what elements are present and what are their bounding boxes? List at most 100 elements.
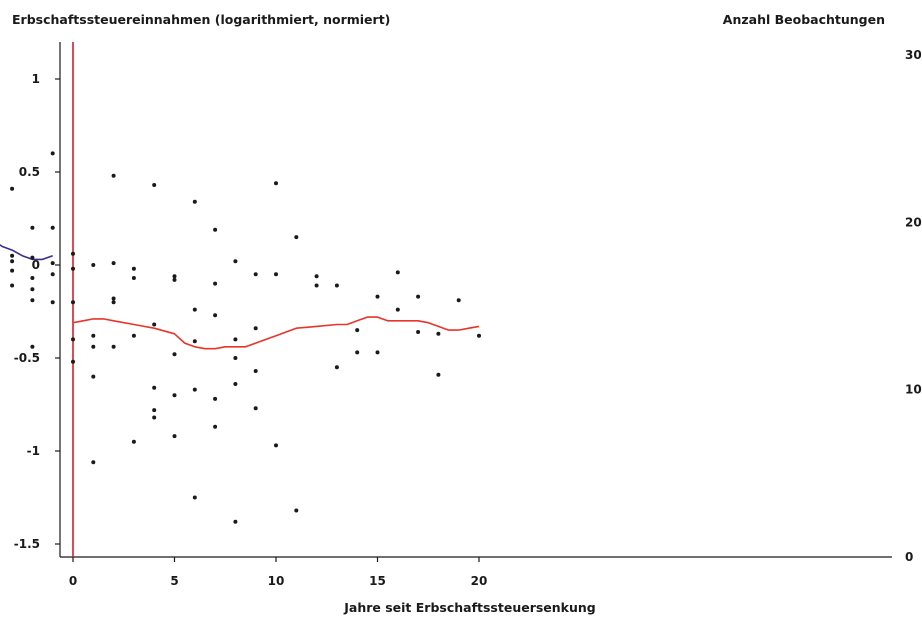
scatter-point: [71, 251, 75, 256]
scatter-point: [314, 283, 319, 288]
scatter-point: [30, 287, 35, 292]
scatter-point: [10, 186, 15, 191]
scatter-point: [91, 333, 96, 338]
x-tick-label: 5: [170, 574, 178, 588]
scatter-point: [213, 281, 218, 286]
y2-tick-label: 20: [905, 215, 922, 229]
scatter-point: [192, 307, 197, 312]
scatter-point: [395, 307, 400, 312]
scatter-point: [253, 272, 258, 277]
scatter-point: [50, 300, 55, 305]
axes: 10.50-0.5-1-1.5−20−15−10−505101520302010…: [14, 42, 922, 588]
scatter-point: [334, 365, 339, 370]
x-tick-label: 15: [369, 574, 386, 588]
scatter-point: [152, 415, 157, 420]
scatter-point: [172, 393, 177, 398]
scatter-point: [131, 439, 136, 444]
scatter-point: [111, 261, 116, 266]
scatter-point: [213, 396, 218, 401]
scatter-point: [213, 313, 218, 318]
pre-trend-line: [0, 243, 53, 261]
scatter-point: [111, 300, 116, 305]
scatter-point: [91, 460, 96, 465]
scatter-point: [375, 294, 380, 299]
scatter-point: [91, 344, 96, 349]
scatter-point: [111, 344, 116, 349]
scatter-point: [477, 333, 481, 338]
y-tick-label: -1: [27, 444, 40, 458]
y-tick-label: 1: [32, 72, 40, 86]
scatter-point: [71, 266, 75, 271]
y-tick-label: 0.5: [19, 165, 40, 179]
scatter-point: [375, 350, 380, 355]
x-tick-label: 0: [69, 574, 77, 588]
scatter-point: [274, 181, 278, 186]
scatter-point: [314, 274, 319, 279]
scatter-point: [30, 225, 35, 230]
scatter-point: [152, 408, 157, 413]
scatter-point: [233, 382, 238, 386]
scatter-point: [10, 283, 15, 288]
scatter-point: [253, 369, 258, 373]
scatter-point: [172, 352, 177, 357]
scatter-point: [294, 235, 299, 240]
scatter-point: [456, 298, 461, 303]
scatter-point: [355, 350, 360, 355]
scatter-point: [172, 277, 177, 282]
scatter-point: [91, 263, 96, 267]
x-tick-label: 10: [268, 574, 285, 588]
scatter-point: [111, 173, 116, 178]
scatter-point: [91, 374, 96, 379]
scatter-point: [50, 272, 55, 277]
scatter-point: [436, 372, 441, 377]
scatter-point: [233, 337, 238, 342]
scatter-point: [30, 344, 35, 349]
scatter-point: [416, 330, 421, 334]
y-tick-label: -1.5: [14, 537, 40, 551]
scatter-point: [274, 272, 278, 277]
scatter-point: [233, 356, 238, 360]
scatter-point: [395, 270, 400, 275]
scatter-point: [294, 508, 299, 513]
scatter-point: [192, 199, 197, 204]
scatter-point: [172, 434, 177, 439]
scatter-point: [10, 268, 15, 273]
y-tick-label: 0: [32, 258, 40, 272]
y2-tick-label: 30: [905, 48, 922, 62]
scatter-point: [253, 406, 258, 411]
y-tick-label: -0.5: [14, 351, 40, 365]
data-points: [10, 151, 481, 524]
scatter-point: [30, 298, 35, 303]
scatter-point: [30, 276, 35, 280]
y2-tick-label: 10: [905, 383, 922, 397]
scatter-point: [436, 331, 441, 336]
scatter-point: [71, 300, 75, 305]
scatter-point: [192, 495, 197, 500]
y2-tick-label: 0: [905, 550, 913, 564]
scatter-point: [213, 424, 218, 429]
scatter-point: [233, 259, 238, 264]
scatter-point: [152, 385, 157, 390]
right-axis-title: Anzahl Beobachtungen: [723, 12, 885, 27]
scatter-point: [192, 339, 197, 344]
scatter-point: [10, 253, 15, 258]
x-axis-title: Jahre seit Erbschaftssteuersenkung: [343, 600, 596, 615]
trend-lines: [0, 243, 480, 350]
scatter-point: [131, 276, 136, 280]
scatter-point: [274, 443, 278, 448]
scatter-point: [131, 333, 136, 338]
scatter-point: [30, 255, 35, 260]
scatter-point: [416, 294, 421, 299]
scatter-point: [152, 322, 157, 327]
scatter-point: [233, 519, 238, 524]
left-axis-title: Erbschaftssteuereinnahmen (logarithmiert…: [12, 12, 390, 27]
scatter-point: [50, 151, 55, 156]
scatter-point: [10, 259, 15, 264]
post-trend-line: [72, 316, 480, 350]
scatter-point: [355, 328, 360, 333]
scatter-point: [172, 274, 177, 279]
scatter-point: [192, 387, 197, 392]
scatter-point: [71, 337, 75, 342]
